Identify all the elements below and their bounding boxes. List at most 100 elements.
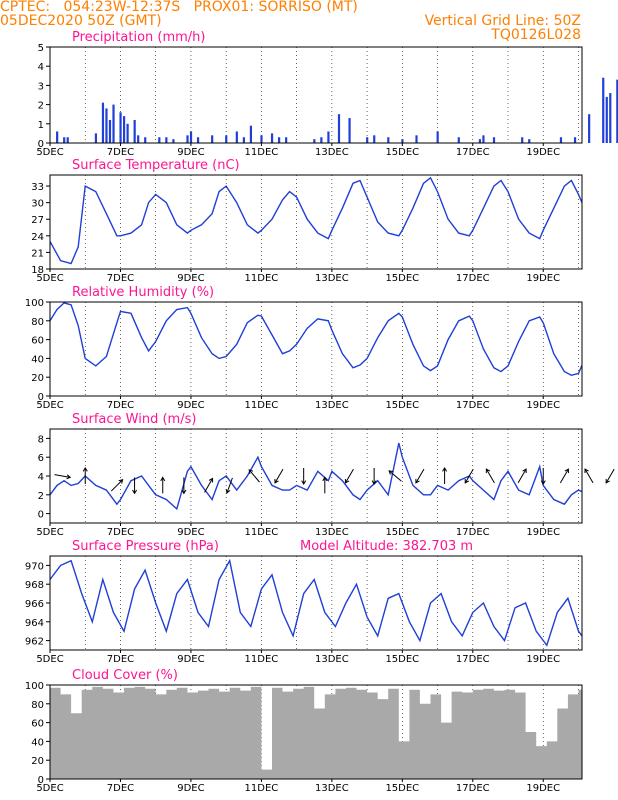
rh-xtick-label: 7DEC — [107, 400, 134, 411]
rh-xtick-label: 5DEC — [36, 400, 63, 411]
cloud-xtick-label: 15DEC — [385, 783, 419, 794]
wind-arrow-head — [584, 468, 589, 474]
wind-arrow — [517, 468, 527, 484]
wind-xtick-label: 15DEC — [385, 527, 419, 538]
precip-bar — [559, 137, 563, 143]
wind-arrow-head — [118, 479, 124, 484]
precip-bar — [63, 137, 66, 143]
precip-bar — [108, 119, 112, 143]
wind-arrow-head — [442, 467, 448, 472]
pres-ytick-label: 962 — [25, 637, 44, 648]
precip-bar — [348, 118, 351, 143]
precip-bar — [235, 131, 238, 143]
precip-bar — [482, 135, 485, 143]
temp-ytick-label: 24 — [31, 232, 44, 243]
pres-xtick-label: 5DEC — [36, 654, 63, 665]
rh-ytick-label: 40 — [31, 354, 44, 365]
precip-bar — [478, 139, 482, 143]
precip-bar — [270, 133, 274, 143]
wind-arrow-head — [322, 476, 328, 482]
pres-ytick-label: 968 — [25, 580, 44, 591]
temp-xtick-label: 9DEC — [177, 273, 204, 284]
pres-xtick-label: 19DEC — [526, 654, 560, 665]
cloud-xtick-label: 17DEC — [456, 783, 490, 794]
precip-bar — [242, 137, 245, 143]
temp-xtick-label: 13DEC — [315, 273, 349, 284]
rh-series-line — [50, 302, 582, 377]
wind-arrow — [274, 468, 284, 484]
wind-ytick-label: 8 — [38, 434, 44, 445]
precip-bar — [588, 114, 591, 143]
wind-xtick-label: 17DEC — [456, 527, 490, 538]
precip-bar — [609, 93, 612, 143]
precip-bar — [436, 131, 439, 143]
wind-arrow-head — [301, 480, 307, 485]
wind-arrow — [605, 468, 615, 484]
cloud-ytick-label: 80 — [31, 700, 44, 711]
precip-bar — [366, 137, 369, 143]
wind-xtick-label: 19DEC — [526, 527, 560, 538]
precip-bar — [327, 131, 330, 143]
precip-bar — [144, 137, 147, 143]
cloud-area — [50, 686, 582, 779]
precip-ytick-label: 0 — [38, 139, 44, 150]
precip-bar — [158, 137, 161, 143]
rh-title: Relative Humidity (%) — [72, 285, 214, 300]
precip-ytick-label: 2 — [38, 101, 44, 112]
precip-bar — [189, 131, 193, 143]
temp-series-line — [50, 176, 582, 265]
rh-ytick-label: 60 — [31, 336, 44, 347]
precip-frame — [49, 46, 583, 144]
rh-frame — [49, 301, 583, 397]
cloud-xtick-label: 11DEC — [245, 783, 279, 794]
wind-xtick-label: 13DEC — [315, 527, 349, 538]
precip-bar — [528, 139, 531, 143]
temp-xtick-label: 19DEC — [526, 273, 560, 284]
rh-xtick-label: 11DEC — [245, 400, 279, 411]
wind-arrow — [248, 469, 260, 483]
precip-bar — [101, 102, 105, 143]
precip-bar — [249, 125, 253, 143]
precip-bar — [492, 137, 496, 143]
precip-bar — [415, 135, 418, 143]
pres-xtick-label: 11DEC — [245, 654, 279, 665]
precip-bar — [66, 137, 69, 143]
temp-ytick-label: 30 — [31, 199, 44, 210]
precip-bar — [320, 137, 323, 143]
rh-xtick-label: 17DEC — [456, 400, 490, 411]
cloud-frame — [49, 684, 583, 780]
precip-ytick-label: 1 — [38, 120, 44, 131]
precip-bar — [112, 104, 115, 143]
wind-arrow-head — [66, 474, 72, 480]
wind-arrow — [226, 477, 233, 494]
precip-xtick-label: 19DEC — [526, 147, 560, 158]
rh-xtick-label: 19DEC — [526, 400, 560, 411]
pres-xtick-label: 17DEC — [456, 654, 490, 665]
cloud-xtick-label: 9DEC — [177, 783, 204, 794]
pres-xtick-label: 9DEC — [177, 654, 204, 665]
header-station: CPTEC: 054:23W-12:37S PROX01: SORRISO (M… — [0, 0, 358, 15]
precip-ytick-label: 5 — [38, 43, 44, 54]
temp-xtick-label: 5DEC — [36, 273, 63, 284]
wind-xtick-label: 9DEC — [177, 527, 204, 538]
cloud-ytick-label: 0 — [38, 775, 44, 786]
wind-arrow-head — [132, 489, 138, 495]
wind-xtick-label: 11DEC — [245, 527, 279, 538]
wind-arrow-head — [160, 476, 166, 482]
precip-ytick-label: 3 — [38, 81, 44, 92]
pres-xtick-label: 7DEC — [107, 654, 134, 665]
wind-arrow — [559, 468, 569, 484]
cloud-ytick-label: 40 — [31, 737, 44, 748]
wind-title: Surface Wind (m/s) — [72, 412, 196, 427]
wind-xtick-label: 5DEC — [36, 527, 63, 538]
temp-frame — [49, 174, 583, 270]
precip-bar — [521, 137, 524, 143]
precip-bar — [119, 112, 122, 143]
precip-bar — [260, 135, 263, 143]
wind-ytick-label: 2 — [38, 491, 44, 502]
pres-ytick-label: 970 — [25, 561, 44, 572]
cloud-xtick-label: 19DEC — [526, 783, 560, 794]
wind-arrow — [584, 468, 594, 484]
temp-ytick-label: 18 — [31, 265, 44, 276]
rh-xtick-label: 9DEC — [177, 400, 204, 411]
